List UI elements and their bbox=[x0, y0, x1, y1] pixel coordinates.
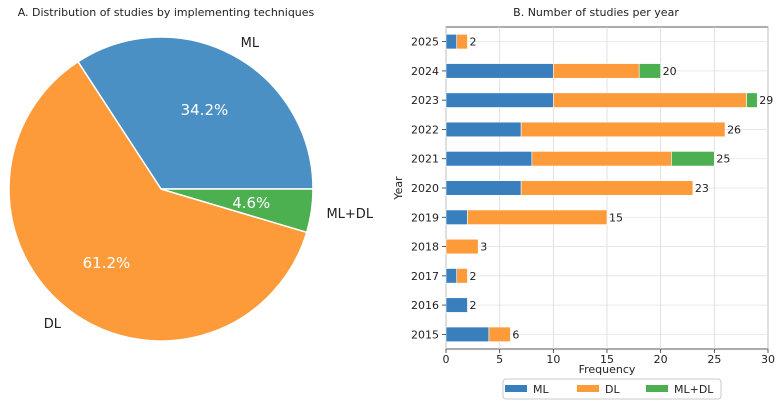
y-tick-label-2017: 2017 bbox=[411, 270, 439, 283]
bar-ml-2015 bbox=[445, 326, 490, 342]
pie-value-label-ml-plus-dl: 4.6% bbox=[232, 194, 270, 212]
legend-label-dl: DL bbox=[605, 383, 620, 396]
bar-total-label-2015: 6 bbox=[512, 328, 519, 341]
bar-ml-2019 bbox=[445, 209, 468, 225]
pie-label-ml: ML bbox=[241, 36, 260, 51]
pie-value-label-dl: 61.2% bbox=[83, 254, 131, 272]
bar-total-label-2019: 15 bbox=[609, 211, 623, 224]
pie-slice-ml-plus-dl bbox=[160, 188, 314, 234]
bar-ml-2023 bbox=[445, 92, 554, 108]
bar-total-label-2016: 2 bbox=[469, 299, 476, 312]
bar-total-label-2024: 20 bbox=[663, 65, 677, 78]
bar-ml-plus-dl-2024 bbox=[638, 63, 661, 79]
bar-total-label-2022: 26 bbox=[727, 123, 741, 136]
bar-ml-2025 bbox=[445, 34, 458, 50]
pie-label-ml-plus-dl: ML+DL bbox=[326, 207, 373, 222]
y-tick-label-2016: 2016 bbox=[411, 299, 439, 312]
y-axis-label: Year bbox=[392, 176, 405, 201]
legend-label-ml-plus-dl: ML+DL bbox=[674, 383, 714, 396]
y-tick-label-2020: 2020 bbox=[411, 182, 439, 195]
bar-dl-2024 bbox=[553, 63, 640, 79]
legend-swatch-dl bbox=[577, 385, 599, 392]
bar-dl-2021 bbox=[531, 151, 672, 167]
x-tick-label: 15 bbox=[600, 353, 614, 366]
y-axis-ticks: 2025 2024 2023 2022 2021 2020 2019 2018 2017 2016… bbox=[411, 36, 446, 341]
bar-ml-plus-dl-2023 bbox=[746, 92, 758, 108]
bar-total-label-2023: 29 bbox=[759, 94, 773, 107]
y-tick-label-2015: 2015 bbox=[411, 328, 439, 341]
x-tick-label: 0 bbox=[443, 353, 450, 366]
pie-label-dl: DL bbox=[44, 317, 62, 332]
pie-value-label-ml: 34.2% bbox=[181, 101, 229, 119]
bar-total-label-2025: 2 bbox=[469, 36, 476, 49]
y-tick-label-2023: 2023 bbox=[411, 94, 439, 107]
legend-swatch-ml-plus-dl bbox=[646, 385, 668, 392]
bar-total-label-2020: 23 bbox=[695, 182, 709, 195]
y-tick-label-2024: 2024 bbox=[411, 65, 439, 78]
legend-box bbox=[502, 378, 722, 400]
pie-title: A. Distribution of studies by implementi… bbox=[18, 6, 315, 19]
bar-ml-2022 bbox=[445, 121, 522, 138]
legend-label-ml: ML bbox=[533, 383, 549, 396]
legend-swatch-ml bbox=[505, 385, 527, 392]
y-tick-label-2025: 2025 bbox=[411, 36, 439, 49]
x-tick-label: 10 bbox=[546, 353, 560, 366]
bar-ml-2024 bbox=[445, 63, 554, 79]
bar-total-label-2017: 2 bbox=[469, 270, 476, 283]
bar-dl-2020 bbox=[520, 180, 694, 196]
y-tick-label-2019: 2019 bbox=[411, 211, 439, 224]
bar-title: B. Number of studies per year bbox=[513, 6, 679, 19]
bar-dl-2023 bbox=[553, 92, 747, 108]
bar-ml-2017 bbox=[445, 268, 458, 284]
bar-ml-2020 bbox=[445, 180, 522, 196]
bar-ml-plus-dl-2021 bbox=[671, 151, 715, 167]
x-tick-label: 20 bbox=[654, 353, 668, 366]
bar-dl-2018 bbox=[445, 238, 479, 255]
bar-dl-2025 bbox=[456, 34, 468, 50]
x-tick-label: 30 bbox=[761, 353, 775, 366]
bar-ml-2016 bbox=[445, 297, 468, 313]
x-axis-ticks: 0 5 10 15 20 25 30 bbox=[443, 349, 775, 366]
bar-dl-2017 bbox=[456, 268, 468, 284]
bar-dl-2015 bbox=[488, 326, 511, 342]
bar-total-label-2021: 25 bbox=[716, 153, 730, 166]
y-tick-label-2022: 2022 bbox=[411, 123, 439, 136]
y-tick-label-2021: 2021 bbox=[411, 153, 439, 166]
bar-dl-2022 bbox=[520, 121, 726, 138]
pie-chart: 34.2% ML 61.2% DL 4.6% ML+DL bbox=[8, 36, 374, 342]
bar-total-label-2018: 3 bbox=[480, 241, 487, 254]
x-tick-label: 25 bbox=[707, 353, 721, 366]
legend: ML DL ML+DL bbox=[502, 378, 722, 400]
x-axis-label: Frequency bbox=[579, 363, 636, 376]
y-tick-label-2018: 2018 bbox=[411, 241, 439, 254]
x-tick-label: 5 bbox=[496, 353, 503, 366]
pie-slice-dl bbox=[8, 60, 308, 342]
bar-dl-2019 bbox=[467, 209, 608, 225]
bar-ml-2021 bbox=[445, 151, 533, 167]
